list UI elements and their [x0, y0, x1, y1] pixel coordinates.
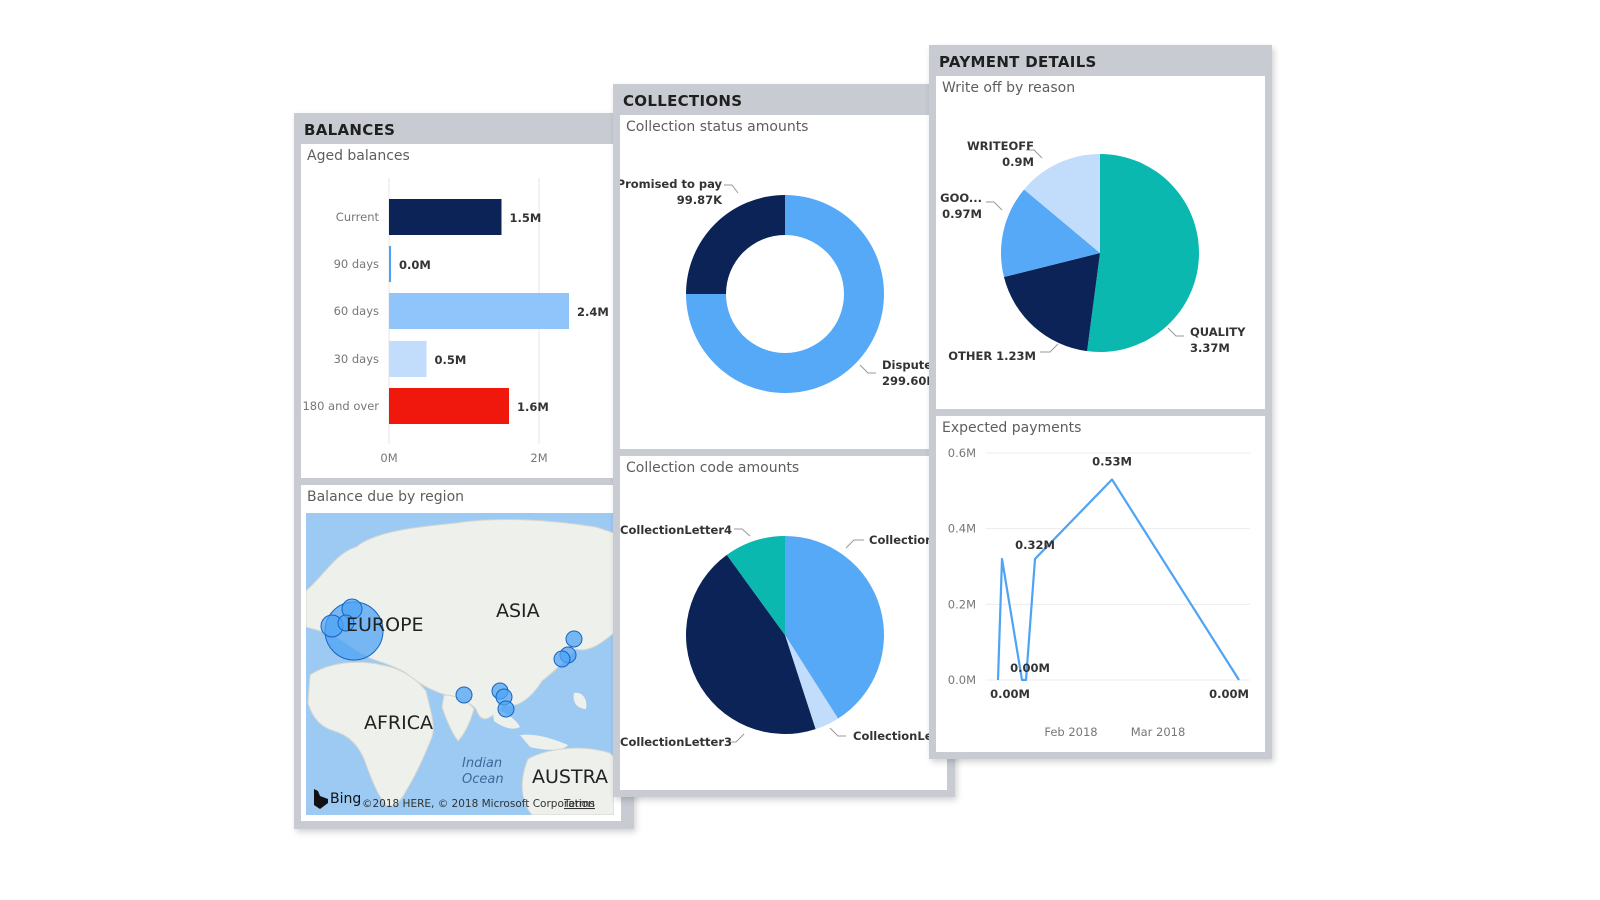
writeoff-chart: QUALITY 3.37M OTHER 1.23M GOO... 0.97M WRITEO… [940, 139, 1246, 363]
slice-label: CollectionLetter4 [620, 523, 732, 537]
slice-value-label: 99.87K [677, 193, 723, 207]
slice-label: Promised to pay [620, 177, 723, 191]
map-attribution: ©2018 HERE, © 2018 Microsoft Corporation [362, 798, 595, 810]
category-label: 30 days [334, 352, 379, 366]
y-tick-label: 0.2M [948, 597, 976, 611]
map-terms-link[interactable]: Terms [563, 798, 595, 810]
bing-text: Bing [330, 791, 361, 807]
expected-payments-chart: 0.0M 0.2M 0.4M 0.6M 0.00M 0.00M 0.32M 0.53M 0.00… [948, 446, 1250, 739]
pie-slice[interactable] [1001, 189, 1100, 278]
series-line[interactable] [996, 478, 1240, 682]
slice-label: Collection [869, 533, 933, 547]
pie-slice[interactable] [1087, 154, 1199, 352]
bar-value-label: 1.5M [510, 211, 542, 225]
bar-value-label: 1.6M [517, 400, 549, 414]
leader-line [1026, 149, 1043, 159]
slice-label: CollectionLetter3 [620, 735, 732, 749]
region-bubbles[interactable] [320, 598, 583, 718]
writeoff-tile[interactable]: Write off by reason QUALITY 3.37M OTHER 1.… [936, 76, 1265, 409]
payment-details-header: PAYMENT DETAILS [939, 53, 1097, 71]
slice-value-label: 3.37M [1190, 341, 1230, 355]
x-tick-label: Mar 2018 [1131, 725, 1186, 739]
bar[interactable] [389, 246, 391, 282]
slice-label: GOO... [940, 191, 982, 205]
balances-header: BALANCES [304, 121, 396, 139]
map-ocean-line2: Ocean [462, 772, 504, 787]
map-label-europe: EUROPE [346, 614, 424, 636]
slice-value-label: 299.60K [882, 374, 930, 388]
leader-line [734, 528, 751, 537]
leader-line [726, 733, 745, 743]
collection-status-tile[interactable]: Collection status amounts Promised to pa… [620, 115, 930, 449]
data-label: 0.00M [1010, 661, 1050, 675]
y-tick-label: 0.4M [948, 522, 976, 536]
x-tick-label: 0M [380, 451, 397, 465]
region-map[interactable]: bar EUROPE ASIA AFRICA AUSTRA Indian Oce… [306, 513, 614, 815]
slice-value-label: 0.9M [1002, 155, 1034, 169]
y-tick-label: 0.6M [948, 446, 976, 460]
pie-slice[interactable] [726, 536, 785, 635]
leader-line [1040, 343, 1059, 353]
x-tick-label: Feb 2018 [1044, 725, 1097, 739]
category-label: Current [336, 210, 380, 224]
leader-line [829, 727, 846, 737]
slice-label: WRITEOFF [967, 139, 1034, 153]
bar-value-label: 0.0M [399, 258, 431, 272]
leader-line [845, 539, 864, 549]
category-label: 60 days [334, 304, 379, 318]
data-label: 0.00M [1209, 687, 1249, 701]
aged-balances-tile[interactable]: Aged balances 0M 2M Current 1.5M 90 days 0.0M… [301, 144, 613, 478]
balances-panel: BALANCES Aged balances 0M 2M Current 1.5M 90… [294, 113, 634, 829]
payment-details-panel: PAYMENT DETAILS Write off by reason QUAL… [929, 45, 1272, 759]
map-ocean-line1: Indian [462, 756, 502, 771]
data-label: 0.32M [1015, 538, 1055, 552]
data-label: 0.53M [1092, 454, 1132, 468]
aged-balances-chart: 0M 2M Current 1.5M 90 days 0.0M 60 days 2.4M 30 … [302, 178, 609, 465]
balance-region-tile[interactable]: Balance due by region [301, 485, 621, 821]
bar[interactable] [389, 388, 509, 424]
leader-line [1167, 327, 1184, 337]
slice-label: QUALITY [1190, 325, 1246, 339]
map-label-africa: AFRICA [364, 712, 433, 734]
writeoff-title: Write off by reason [942, 80, 1076, 96]
y-tick-label: 0.0M [948, 673, 976, 687]
aged-balances-title: Aged balances [307, 148, 410, 164]
bar[interactable] [389, 293, 569, 329]
leader-line [986, 201, 1003, 211]
slice-label: Dispute [882, 358, 930, 372]
slice-value-label: 0.97M [942, 207, 982, 221]
collection-code-title: Collection code amounts [626, 460, 800, 476]
bar-value-label: 0.5M [435, 353, 467, 367]
donut-slice[interactable] [686, 195, 785, 295]
slice-label: CollectionLet [853, 729, 938, 743]
leader-line [724, 184, 739, 194]
x-tick-label: 2M [530, 451, 547, 465]
collections-panel: COLLECTIONS Collection status amounts Pr… [613, 84, 955, 797]
map-label-austra: AUSTRA [532, 766, 608, 788]
leader-line [859, 364, 876, 374]
collection-status-title: Collection status amounts [626, 119, 809, 135]
expected-payments-title: Expected payments [942, 420, 1082, 436]
expected-payments-tile[interactable]: Expected payments 0.0M 0.2M 0.4M 0.6M 0.00M 0… [936, 416, 1265, 752]
pie-slice[interactable] [785, 635, 839, 730]
donut-slice[interactable] [686, 195, 884, 393]
pie-slice[interactable] [685, 554, 816, 734]
collections-header: COLLECTIONS [623, 92, 743, 110]
collection-status-chart: Promised to pay 99.87K Dispute 299.60K [620, 177, 930, 393]
collection-code-tile[interactable]: Collection code amounts Collection Collec… [620, 456, 947, 790]
pie-slice[interactable] [785, 536, 885, 719]
balance-region-title: Balance due by region [307, 489, 465, 505]
bing-logo: Bing [314, 789, 361, 809]
collection-code-chart: Collection CollectionLet CollectionLetter3… [620, 523, 938, 749]
map-label-asia: ASIA [496, 600, 540, 622]
bar[interactable] [389, 341, 427, 377]
slice-label: OTHER 1.23M [948, 349, 1036, 363]
category-label: 90 days [334, 257, 379, 271]
pie-slice[interactable] [1003, 253, 1100, 352]
bar-value-label: 2.4M [577, 305, 609, 319]
data-label: 0.00M [990, 687, 1030, 701]
category-label: 180 and over [302, 399, 379, 413]
pie-slice[interactable] [1024, 154, 1100, 253]
bar[interactable] [389, 199, 502, 235]
